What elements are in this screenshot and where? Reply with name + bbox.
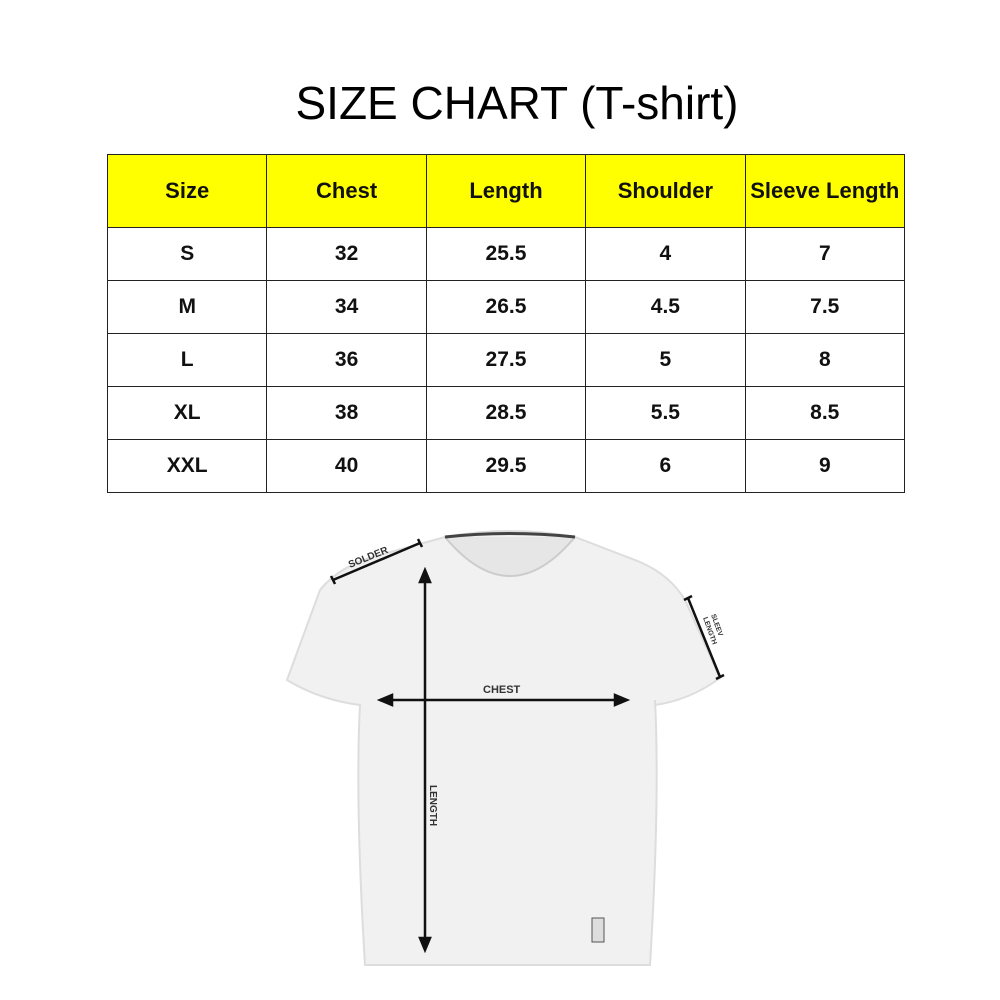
- column-header: Chest: [266, 154, 427, 228]
- table-cell: 6: [585, 439, 746, 493]
- chest-label: CHEST: [483, 684, 521, 696]
- table-cell: L: [106, 333, 268, 387]
- table-cell: 5: [585, 333, 746, 387]
- table-cell: XL: [106, 386, 268, 440]
- table-cell: 4: [585, 227, 746, 281]
- size-table: Size Chest Length Shoulder Sleeve Length S 32…: [106, 154, 906, 493]
- table-cell: 7.5: [744, 280, 906, 334]
- length-label: LENGTH: [427, 785, 438, 826]
- tshirt-shape: [285, 530, 722, 966]
- table-cell: 8: [744, 333, 906, 387]
- shoulder-measure-line: [332, 541, 421, 582]
- table-row: XXL 40 29.5 6 9: [106, 439, 906, 493]
- table-cell: 9: [744, 439, 906, 493]
- sleeve-measure-line: [686, 597, 722, 678]
- table-cell: 40: [266, 439, 427, 493]
- table-cell: 7: [744, 227, 906, 281]
- table-cell: 4.5: [585, 280, 746, 334]
- table-cell: 25.5: [425, 227, 587, 281]
- tshirt-collar: [444, 536, 576, 577]
- table-cell: 8.5: [744, 386, 906, 440]
- table-cell: XXL: [106, 439, 268, 493]
- column-header: Size: [106, 154, 268, 228]
- table-row: XL 38 28.5 5.5 8.5: [106, 386, 906, 440]
- table-cell: 36: [266, 333, 427, 387]
- table-cell: 5.5: [585, 386, 746, 440]
- page-title: SIZE CHART (T-shirt): [295, 77, 739, 129]
- column-header: Length: [425, 154, 587, 228]
- tshirt-tag: [591, 917, 605, 943]
- table-row: S 32 25.5 4 7: [106, 227, 906, 281]
- table-cell: S: [106, 227, 268, 281]
- table-cell: 28.5: [425, 386, 587, 440]
- table-row: L 36 27.5 5 8: [106, 333, 906, 387]
- table-cell: M: [106, 280, 268, 334]
- table-cell: 27.5: [425, 333, 587, 387]
- table-header-row: Size Chest Length Shoulder Sleeve Length: [106, 154, 906, 228]
- column-header: Sleeve Length: [744, 154, 906, 228]
- table-cell: 29.5: [425, 439, 587, 493]
